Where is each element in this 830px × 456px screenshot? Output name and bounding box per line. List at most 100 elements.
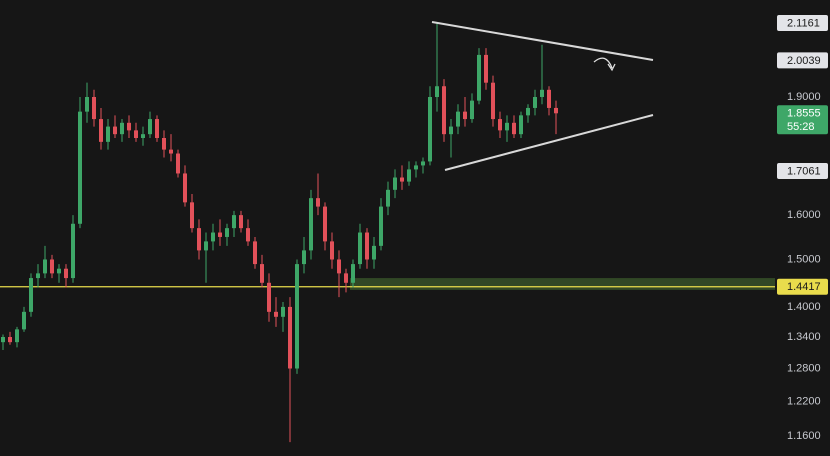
candle-body xyxy=(204,241,208,251)
price-label-box xyxy=(777,52,828,69)
last-price-label: 1.8555 xyxy=(787,108,821,120)
candle-body xyxy=(113,126,117,135)
candle-body xyxy=(428,97,432,162)
candle-body xyxy=(554,107,558,114)
candle-body xyxy=(169,149,173,154)
candle-body xyxy=(64,268,68,279)
y-tick-label: 1.1600 xyxy=(787,430,821,442)
candle-body xyxy=(36,273,40,279)
candle-body xyxy=(267,282,271,312)
y-tick-label: 1.2800 xyxy=(787,362,821,374)
candle-body xyxy=(162,137,166,150)
candle-body xyxy=(484,54,488,83)
candle-body xyxy=(50,259,54,274)
candle-body xyxy=(225,228,229,237)
candle-body xyxy=(141,134,145,138)
candle-body xyxy=(239,215,243,229)
candle-body xyxy=(491,82,495,120)
candle-body xyxy=(78,111,82,224)
candle-body xyxy=(92,97,96,120)
candle-body xyxy=(316,198,320,207)
candle-body xyxy=(302,250,306,265)
candle-body xyxy=(365,232,369,260)
candle-body xyxy=(253,241,257,265)
arrow xyxy=(593,57,616,72)
candle-body xyxy=(526,107,530,116)
candle-body xyxy=(15,329,19,343)
candle-body xyxy=(505,122,509,131)
candle-body xyxy=(120,122,124,135)
upper-trendline xyxy=(431,21,654,61)
candle-body xyxy=(421,161,425,166)
candle-body xyxy=(498,119,502,131)
price-label-box xyxy=(777,14,828,31)
price-label: 2.1161 xyxy=(787,17,820,29)
countdown: 55:28 xyxy=(787,121,815,133)
candle-body xyxy=(22,311,26,330)
y-tick-label: 1.9000 xyxy=(787,91,821,103)
candle-body xyxy=(400,177,404,182)
candle-body xyxy=(414,165,418,170)
candle-body xyxy=(372,245,376,260)
candle-body xyxy=(183,173,187,203)
candle-body xyxy=(393,177,397,190)
candle-body xyxy=(330,241,334,260)
candle-body xyxy=(351,264,355,283)
candle-body xyxy=(127,122,131,131)
last-price-box xyxy=(777,105,828,135)
y-tick-label: 1.2200 xyxy=(787,395,821,407)
candle-body xyxy=(134,130,138,138)
candle-body xyxy=(155,119,159,138)
candle-body xyxy=(386,189,390,207)
candle-body xyxy=(29,278,33,312)
candle-body xyxy=(344,273,348,283)
candle-body xyxy=(274,311,278,317)
candle-body xyxy=(71,223,75,279)
y-tick-label: 1.4000 xyxy=(787,301,821,313)
candle-body xyxy=(323,206,327,242)
candle-body xyxy=(106,126,110,142)
candle-body xyxy=(1,337,5,343)
candle-body xyxy=(463,111,467,120)
candle-body xyxy=(442,86,446,135)
candle-body xyxy=(533,97,537,108)
price-axis: 1.1600 1.2200 1.2800 1.3400 1.4000 1.5000 1.60… xyxy=(777,14,828,442)
candle-body xyxy=(176,153,180,174)
candle-body xyxy=(232,215,236,229)
candle-body xyxy=(337,259,341,274)
candle-body xyxy=(512,122,516,135)
price-label-box xyxy=(777,162,828,179)
lower-trendline xyxy=(444,114,654,171)
candle-body xyxy=(211,232,215,242)
candle-layer xyxy=(1,22,558,443)
zone-layer xyxy=(0,278,775,290)
candle-body xyxy=(519,115,523,135)
candle-body xyxy=(547,89,551,108)
price-label: 2.0039 xyxy=(787,55,821,67)
candle-body xyxy=(190,202,194,229)
y-tick-label: 1.5000 xyxy=(787,253,821,265)
support-zone xyxy=(350,278,775,290)
y-tick-label: 1.6000 xyxy=(787,209,821,221)
candle-body xyxy=(309,198,313,251)
line-label: 1.4417 xyxy=(787,281,821,293)
candle-body xyxy=(57,268,61,274)
candle-body xyxy=(99,119,103,142)
candle-body xyxy=(358,232,362,265)
candle-body xyxy=(85,97,89,112)
price-label: 1.7061 xyxy=(787,165,821,177)
candle-body xyxy=(246,228,250,242)
candle-body xyxy=(197,228,201,251)
line-label-box xyxy=(777,278,828,295)
candle-body xyxy=(407,169,411,182)
candle-body xyxy=(218,232,222,237)
candle-body xyxy=(379,206,383,246)
candle-body xyxy=(260,264,264,283)
candle-body xyxy=(295,264,299,369)
candle-body xyxy=(281,306,285,317)
candle-body xyxy=(470,100,474,120)
candle-body xyxy=(8,337,12,343)
candle-body xyxy=(540,89,544,98)
